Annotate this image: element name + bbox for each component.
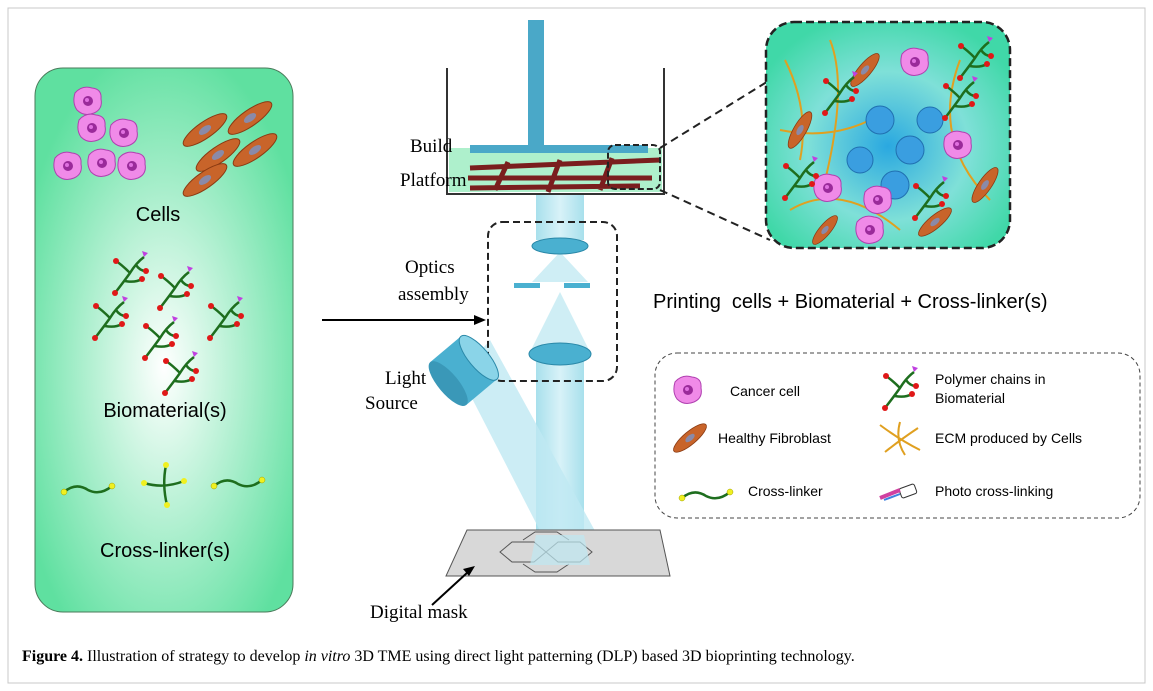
biomaterials-label: Biomaterial(s) bbox=[103, 400, 226, 422]
printing-label: Printing cells + Biomaterial + Cross-lin… bbox=[653, 291, 1048, 313]
zoom-line bbox=[659, 189, 771, 241]
caption-label: Figure 4. bbox=[22, 648, 83, 665]
legend-icon bbox=[879, 483, 918, 501]
crosslinkers-label: Cross-linker(s) bbox=[100, 540, 230, 562]
lens bbox=[528, 342, 592, 366]
legend-icon bbox=[880, 364, 921, 413]
legend-label: Biomaterial bbox=[935, 390, 1005, 406]
zoom-source bbox=[607, 144, 661, 190]
mask-label: Digital mask bbox=[370, 602, 468, 623]
legend-label: Cross-linker bbox=[748, 483, 823, 499]
legend-label: Healthy Fibroblast bbox=[718, 430, 831, 446]
crosslinkers bbox=[59, 462, 267, 508]
legend-label: Cancer cell bbox=[730, 383, 800, 399]
legend-label: Photo cross-linking bbox=[935, 483, 1053, 499]
build-label: Build bbox=[410, 136, 453, 157]
vat bbox=[446, 68, 665, 195]
legend-icon bbox=[673, 375, 702, 404]
platform-stem bbox=[528, 20, 544, 150]
caption: Figure 4. Illustration of strategy to de… bbox=[22, 648, 855, 665]
aperture bbox=[514, 283, 540, 288]
legend-box bbox=[654, 352, 1141, 519]
beam bbox=[530, 292, 590, 352]
arrow-head bbox=[474, 315, 486, 325]
materials-panel bbox=[34, 67, 294, 613]
beam bbox=[460, 340, 600, 560]
arrow-head bbox=[463, 566, 475, 576]
assembly-label: assembly bbox=[398, 284, 469, 305]
beam bbox=[536, 195, 584, 240]
source-label: Source bbox=[365, 393, 418, 414]
legend-label: ECM produced by Cells bbox=[935, 430, 1082, 446]
scaffold bbox=[468, 157, 661, 193]
legend-label: Polymer chains in bbox=[935, 371, 1046, 387]
beam bbox=[532, 252, 588, 282]
zoom-line bbox=[659, 79, 771, 149]
figure-border bbox=[7, 7, 1146, 684]
caption-italic: in vitro bbox=[304, 648, 350, 665]
arrow bbox=[431, 571, 469, 606]
light-label: Light bbox=[385, 368, 427, 389]
legend-icon bbox=[677, 487, 735, 503]
aperture bbox=[564, 283, 590, 288]
optics-label: Optics bbox=[405, 257, 455, 278]
lens bbox=[531, 237, 589, 255]
legend-icon bbox=[669, 419, 711, 457]
caption-text: 3D TME using direct light patterning (DL… bbox=[350, 648, 854, 665]
cells-label: Cells bbox=[136, 204, 180, 226]
platform bbox=[470, 145, 648, 153]
zoom-content bbox=[779, 34, 1003, 248]
light-source bbox=[428, 334, 499, 406]
beam-spot bbox=[530, 535, 590, 565]
caption-text: Illustration of strategy to develop bbox=[83, 648, 304, 665]
platform-label: Platform bbox=[400, 170, 467, 191]
legend-icon bbox=[879, 421, 921, 456]
optics-box bbox=[487, 221, 618, 382]
